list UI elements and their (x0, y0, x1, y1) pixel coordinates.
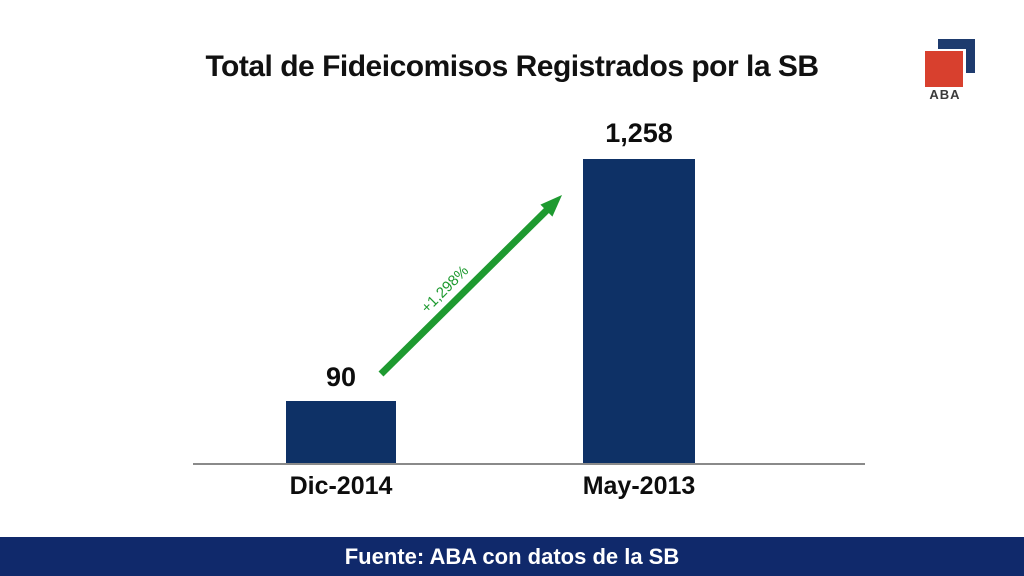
chart-title: Total de Fideicomisos Registrados por la… (205, 50, 819, 83)
bar-value-label: 90 (325, 362, 357, 392)
footer-band: Fuente: ABA con datos de la SB (0, 537, 1024, 576)
bar-dic-2014 (286, 401, 396, 463)
bar-value-label: 1,258 (605, 118, 673, 148)
source-text: Fuente: ABA con datos de la SB (344, 544, 680, 569)
aba-logo: ABA (920, 36, 990, 104)
x-axis-tick-label: Dic-2014 (289, 472, 393, 500)
bar-may-2013 (583, 159, 695, 463)
logo-red-square-icon (925, 51, 963, 87)
x-axis-line (193, 463, 865, 465)
x-axis-tick-label: May-2013 (582, 472, 696, 500)
logo-text: ABA (929, 87, 961, 102)
growth-percentage-label: +1,298% (417, 262, 473, 317)
logo-corner-bracket-icon (938, 39, 975, 73)
